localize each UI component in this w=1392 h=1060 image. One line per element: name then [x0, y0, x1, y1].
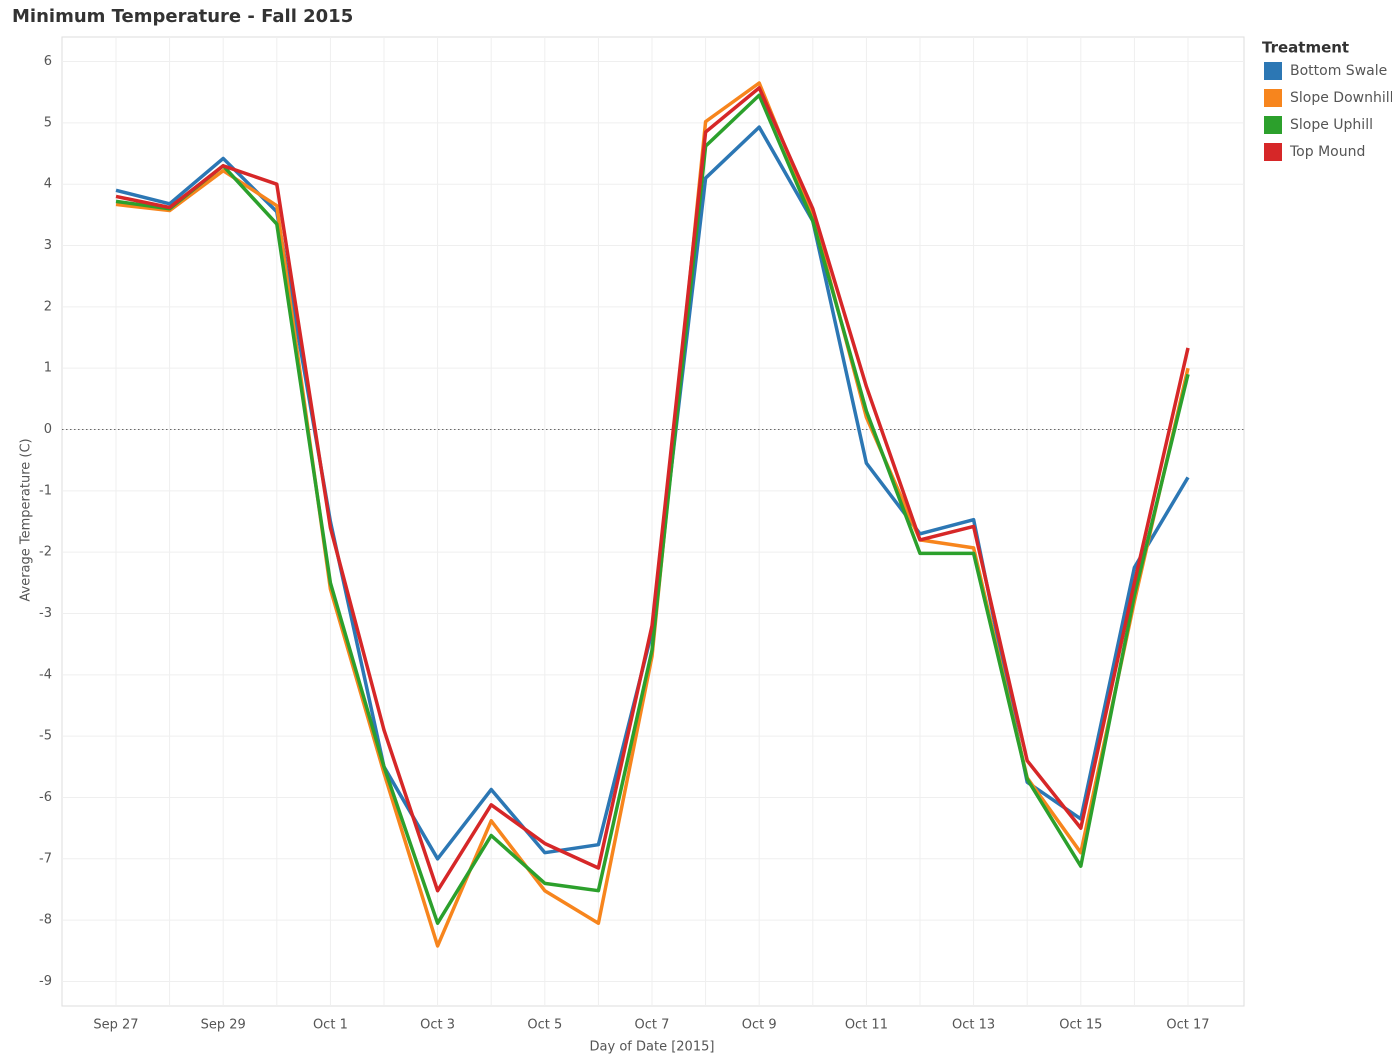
plot-frame [61, 36, 1245, 1007]
y-tick-label: 4 [44, 177, 52, 192]
y-tick-label: 0 [44, 422, 52, 437]
y-axis-title: Average Temperature (C) [19, 438, 34, 601]
y-tick-label: -1 [39, 483, 52, 498]
legend-label: Bottom Swale [1290, 63, 1387, 79]
legend-swatch [1264, 143, 1282, 161]
legend-label: Slope Downhill [1290, 90, 1392, 106]
data-line [115, 93, 1190, 925]
x-tick-label: Oct 15 [1059, 1018, 1102, 1033]
chart-title: Minimum Temperature - Fall 2015 [12, 6, 353, 27]
x-axis-title: Day of Date [2015] [590, 1040, 715, 1055]
y-tick-label: -9 [39, 974, 52, 989]
legend-swatch [1264, 116, 1282, 134]
legend-label: Top Mound [1289, 144, 1365, 160]
legend-label: Slope Uphill [1290, 117, 1373, 133]
legend-title: Treatment [1262, 39, 1349, 57]
y-tick-label: 1 [44, 361, 52, 376]
y-tick-label: -7 [39, 851, 52, 866]
y-tick-label: 5 [44, 115, 52, 130]
x-tick-label: Sep 27 [93, 1018, 138, 1033]
x-tick-label: Oct 9 [742, 1018, 777, 1033]
x-tick-label: Oct 7 [635, 1018, 670, 1033]
x-tick-label: Oct 11 [845, 1018, 888, 1033]
legend-swatch [1264, 62, 1282, 80]
y-tick-label: -5 [39, 729, 52, 744]
y-tick-label: 6 [44, 54, 52, 69]
y-tick-label: -2 [39, 545, 52, 560]
x-tick-label: Oct 5 [527, 1018, 562, 1033]
x-tick-label: Oct 1 [313, 1018, 348, 1033]
data-line [115, 86, 1190, 893]
x-tick-label: Oct 3 [420, 1018, 455, 1033]
x-tick-label: Oct 13 [952, 1018, 995, 1033]
y-tick-label: -8 [39, 913, 52, 928]
x-tick-label: Oct 17 [1166, 1018, 1209, 1033]
y-tick-label: -3 [39, 606, 52, 621]
y-tick-label: 3 [44, 238, 52, 253]
x-tick-label: Sep 29 [201, 1018, 246, 1033]
y-tick-label: -4 [39, 667, 52, 682]
legend-swatch [1264, 89, 1282, 107]
y-tick-label: 2 [44, 299, 52, 314]
y-tick-label: -6 [39, 790, 52, 805]
